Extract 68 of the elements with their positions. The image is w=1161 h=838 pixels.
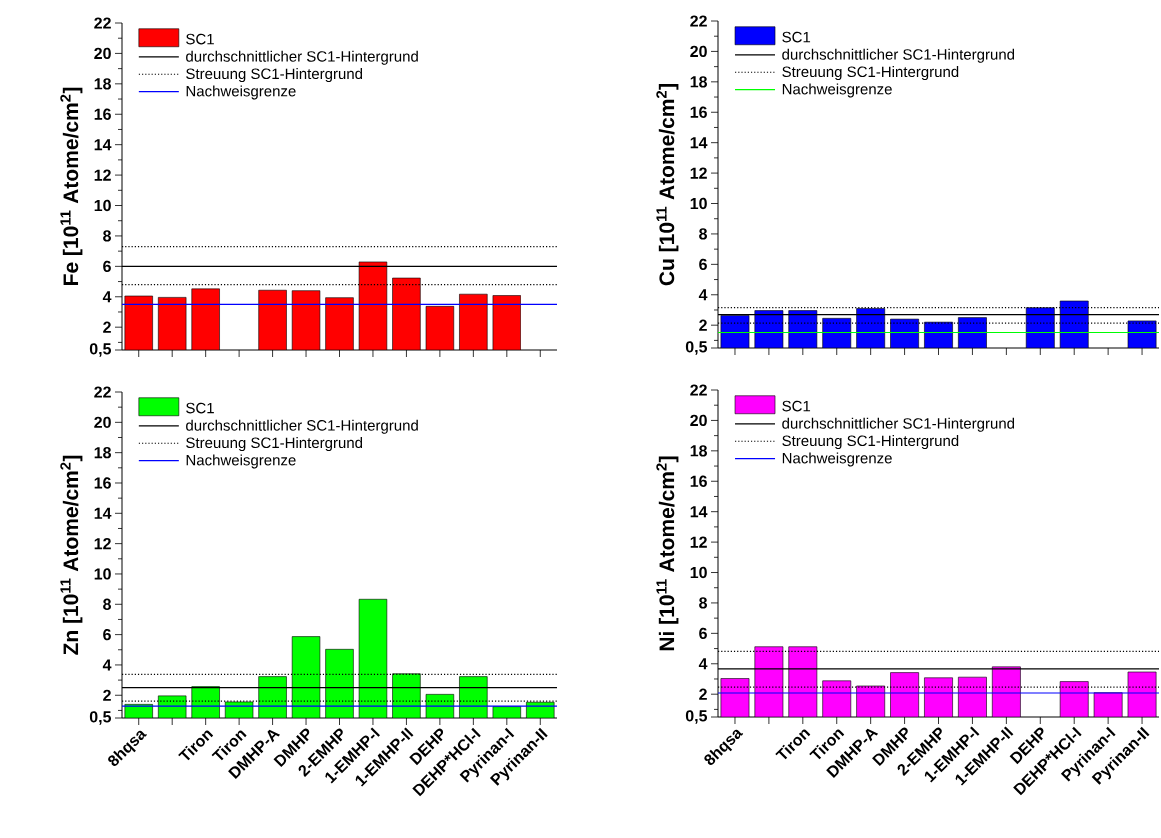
y-tick-label: 20 bbox=[94, 416, 111, 428]
y-tick-label: 16 bbox=[690, 106, 707, 118]
legend-label: Streuung SC1-Hintergrund bbox=[186, 68, 363, 83]
y-tick-label: 20 bbox=[94, 47, 111, 60]
y-tick-label: 6 bbox=[103, 260, 111, 273]
y-axis-title: Ni [10$^{11}$ Atome/cm$^{2}$] bbox=[656, 456, 679, 651]
y-tick-label: 14 bbox=[94, 139, 112, 151]
y-tick-label: 18 bbox=[94, 78, 111, 90]
y-tick-label: 16 bbox=[94, 108, 111, 120]
y-tick-label: 14 bbox=[690, 137, 708, 149]
y-tick-label: 10 bbox=[94, 568, 111, 580]
y-tick-label: 22 bbox=[94, 17, 111, 29]
y-tick-label: 18 bbox=[690, 445, 707, 457]
y-tick-label: 0,5 bbox=[89, 343, 112, 357]
y-tick-label: 16 bbox=[94, 477, 111, 489]
y-tick-label: 12 bbox=[94, 169, 111, 181]
y-tick-label: 0,5 bbox=[685, 341, 708, 355]
y-tick-label: 0,5 bbox=[685, 710, 708, 724]
legend-label: SC1 bbox=[186, 402, 214, 414]
y-tick-label: 12 bbox=[94, 538, 111, 550]
y-tick-label: 8 bbox=[103, 598, 111, 610]
legend-label: durchschnittlicher SC1-Hintergrund bbox=[186, 50, 418, 65]
y-tick-label: 16 bbox=[690, 475, 707, 487]
y-tick-label: 12 bbox=[690, 167, 707, 179]
y-tick-label: 18 bbox=[690, 76, 707, 88]
y-tick-label: 2 bbox=[699, 319, 707, 331]
legend-label: Nachweisgrenze bbox=[782, 83, 892, 98]
legend-label: Nachweisgrenze bbox=[186, 454, 296, 469]
y-tick-label: 4 bbox=[698, 289, 708, 301]
y-axis-title: Fe [10$^{11}$ Atome/cm$^{2}$] bbox=[60, 87, 83, 285]
y-tick-label: 18 bbox=[94, 446, 111, 459]
legend-label: SC1 bbox=[782, 31, 811, 43]
legend-label: Nachweisgrenze bbox=[186, 85, 296, 100]
y-tick-label: 8 bbox=[103, 230, 111, 242]
legend-label: durchschnittlicher SC1-Hintergrund bbox=[186, 419, 418, 434]
legend-label: Streuung SC1-Hintergrund bbox=[782, 66, 959, 81]
y-tick-label: 14 bbox=[94, 507, 112, 519]
y-tick-label: 10 bbox=[690, 197, 707, 210]
y-tick-label: 2 bbox=[103, 321, 111, 333]
y-tick-label: 8 bbox=[699, 228, 707, 240]
y-tick-label: 12 bbox=[690, 536, 707, 548]
legend-label: Streuung SC1-Hintergrund bbox=[782, 435, 959, 450]
y-tick-label: 6 bbox=[699, 258, 707, 271]
y-axis-title: Zn [10$^{11}$ Atome/cm$^{2}$] bbox=[60, 455, 83, 655]
y-tick-label: 2 bbox=[103, 689, 111, 701]
y-axis-title: Cu [10$^{11}$ Atome/cm$^{2}$] bbox=[656, 84, 679, 286]
y-tick-label: 0,5 bbox=[89, 711, 112, 725]
legend-label: durchschnittlicher SC1-Hintergrund bbox=[782, 417, 1015, 432]
y-tick-label: 2 bbox=[699, 688, 707, 700]
y-tick-label: 10 bbox=[690, 566, 707, 579]
legend-label: SC1 bbox=[186, 33, 214, 45]
y-tick-label: 22 bbox=[94, 386, 111, 398]
y-tick-label: 10 bbox=[94, 199, 111, 212]
legend-label: Nachweisgrenze bbox=[782, 452, 892, 467]
y-tick-label: 14 bbox=[690, 506, 708, 518]
y-tick-label: 8 bbox=[699, 597, 707, 609]
legend-label: durchschnittlicher SC1-Hintergrund bbox=[782, 48, 1015, 63]
y-tick-label: 4 bbox=[102, 659, 112, 671]
y-tick-label: 4 bbox=[698, 658, 708, 670]
y-tick-label: 4 bbox=[102, 291, 112, 303]
y-tick-label: 6 bbox=[699, 627, 707, 640]
y-tick-label: 22 bbox=[690, 15, 707, 27]
y-tick-label: 20 bbox=[690, 45, 707, 58]
legend-label: SC1 bbox=[782, 400, 811, 412]
y-tick-label: 22 bbox=[690, 384, 707, 396]
y-tick-label: 6 bbox=[103, 628, 111, 641]
y-tick-label: 20 bbox=[690, 414, 707, 427]
legend-label: Streuung SC1-Hintergrund bbox=[186, 437, 363, 452]
